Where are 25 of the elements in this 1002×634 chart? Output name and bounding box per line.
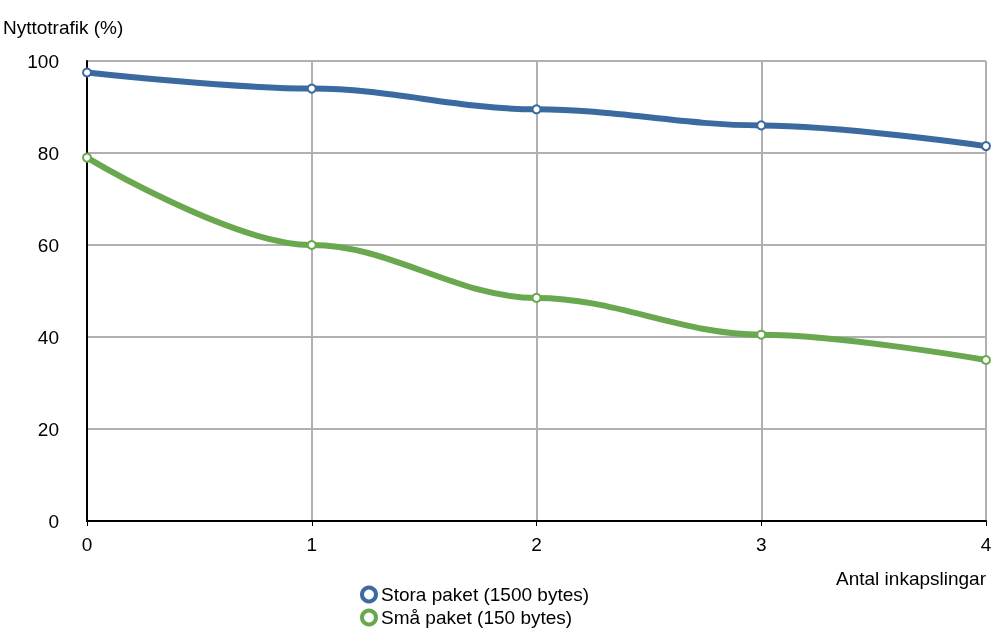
point — [756, 120, 767, 131]
point — [531, 292, 542, 303]
point — [531, 104, 542, 115]
y-axis-title: Nyttotrafik (%) — [3, 17, 124, 38]
y-tick-label: 40 — [37, 326, 59, 348]
x-tick-label: 0 — [81, 534, 93, 555]
y-tick-label: 0 — [48, 510, 59, 532]
point — [306, 83, 317, 94]
y-tick-label: 100 — [27, 50, 59, 72]
point — [82, 67, 92, 78]
y-tick-label: 60 — [37, 234, 59, 256]
x-tick-label: 3 — [755, 534, 767, 555]
y-tick-label: 80 — [37, 142, 59, 164]
x-axis-title: Antal inkapslingar — [836, 568, 987, 589]
legend-label: Små paket (150 bytes) — [381, 607, 573, 628]
point — [306, 240, 317, 250]
point — [981, 141, 991, 152]
legend-label: Stora paket (1500 bytes) — [381, 584, 590, 605]
x-tick-label: 4 — [980, 534, 992, 555]
x-tick-label: 1 — [306, 534, 318, 555]
point — [756, 329, 767, 340]
point — [981, 355, 991, 365]
y-tick-label: 20 — [37, 418, 59, 440]
x-tick-label: 2 — [531, 534, 542, 555]
point — [82, 152, 92, 163]
